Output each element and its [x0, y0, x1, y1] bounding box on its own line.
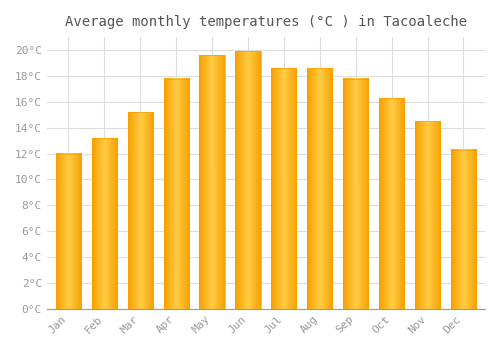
Bar	[379, 98, 404, 309]
Bar	[343, 78, 368, 309]
Bar	[272, 68, 296, 309]
Bar	[92, 138, 117, 309]
Bar	[128, 112, 153, 309]
Bar	[415, 121, 440, 309]
Title: Average monthly temperatures (°C ) in Tacoaleche: Average monthly temperatures (°C ) in Ta…	[65, 15, 467, 29]
Bar	[236, 51, 260, 309]
Bar	[56, 154, 81, 309]
Bar	[307, 68, 332, 309]
Bar	[164, 78, 188, 309]
Bar	[451, 150, 476, 309]
Bar	[200, 55, 224, 309]
